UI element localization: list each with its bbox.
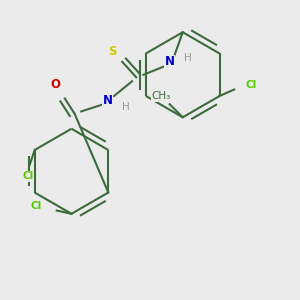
Text: H: H xyxy=(122,103,129,112)
Text: CH₃: CH₃ xyxy=(152,91,171,101)
Text: N: N xyxy=(103,94,112,107)
Text: Cl: Cl xyxy=(246,80,257,90)
Text: Cl: Cl xyxy=(22,171,34,181)
Text: N: N xyxy=(165,55,175,68)
Text: O: O xyxy=(50,78,60,91)
Text: Cl: Cl xyxy=(31,201,42,211)
Text: S: S xyxy=(108,45,117,58)
Text: H: H xyxy=(184,53,191,63)
